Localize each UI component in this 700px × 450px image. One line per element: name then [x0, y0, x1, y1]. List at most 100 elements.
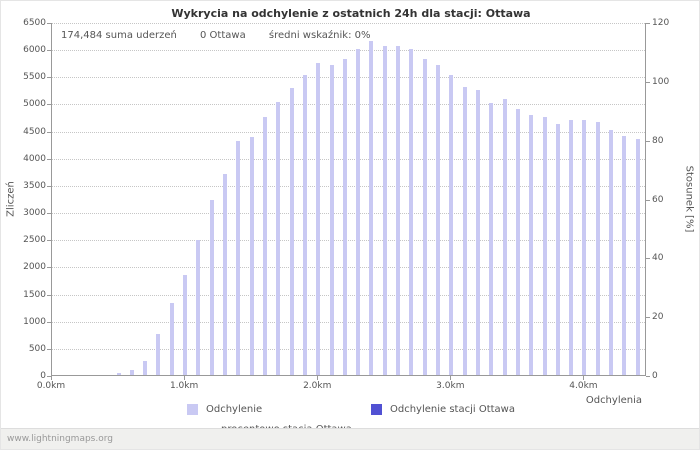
x-tick-label: 2.0km [303, 381, 332, 391]
gridline [52, 158, 645, 160]
bar [516, 109, 520, 375]
bar [130, 370, 134, 375]
y-tick-label-left: 3000 [23, 208, 46, 219]
y-tick-label-left: 5000 [23, 99, 46, 110]
y-tick-label-left: 1000 [23, 316, 46, 327]
y-tick-right [646, 81, 650, 83]
y-tick-label-right: 80 [652, 135, 664, 146]
bar [196, 240, 200, 375]
chart-title: Wykrycia na odchylenie z ostatnich 24h d… [171, 7, 531, 20]
gridline [52, 240, 645, 242]
bar [529, 115, 533, 375]
gridline [52, 23, 645, 24]
x-tick [184, 376, 186, 380]
x-tick-label: 1.0km [169, 381, 199, 391]
x-tick [583, 376, 585, 380]
y-tick-label-left: 3500 [23, 180, 46, 191]
bar [156, 334, 160, 375]
gridline [52, 185, 645, 187]
x-tick [317, 376, 319, 380]
bar [556, 124, 560, 375]
y-tick-left [47, 23, 51, 24]
bar [330, 65, 334, 375]
bar [263, 117, 267, 375]
x-axis-label: Odchylenia [585, 395, 642, 406]
y-tick-right [646, 317, 650, 319]
bar [489, 103, 493, 375]
gridline [52, 213, 645, 215]
y-tick-label-left: 500 [28, 343, 46, 354]
y-tick-label-right: 0 [652, 371, 658, 381]
bar [170, 303, 174, 375]
y-tick-label-right: 60 [652, 194, 664, 205]
x-tick-label: 4.0km [569, 381, 598, 391]
x-tick [51, 376, 52, 380]
y-tick-left [47, 240, 51, 242]
bar [236, 141, 240, 375]
y-tick-left [47, 376, 51, 377]
bar [543, 117, 547, 375]
bar [596, 122, 600, 375]
bar [143, 361, 147, 375]
y-tick-label-left: 2000 [23, 262, 46, 273]
y-tick-label-left: 6500 [23, 18, 46, 28]
y-tick-label-left: 1500 [23, 289, 46, 300]
bar [396, 46, 400, 375]
bar [210, 200, 214, 375]
y-tick-left [47, 348, 51, 350]
y-tick-label-left: 4000 [23, 153, 46, 164]
y-tick-right [646, 23, 650, 24]
y-tick-right [646, 258, 650, 260]
bar [223, 174, 227, 375]
y-tick-left [47, 131, 51, 133]
y-tick-label-right: 40 [652, 253, 664, 264]
legend-label-deviation: Odchylenie [206, 403, 263, 415]
bar [250, 137, 254, 375]
y-tick-label-left: 5500 [23, 72, 46, 83]
y-tick-label-left: 6000 [23, 45, 46, 56]
y-tick-left [47, 104, 51, 106]
gridline [52, 131, 645, 133]
gridline [52, 77, 645, 79]
bar [636, 139, 640, 375]
stat-total-strikes: 174,484 suma uderzeń [61, 30, 177, 41]
bar [569, 120, 573, 375]
legend-label-station-deviation: Odchylenie stacji Ottawa [390, 403, 515, 415]
legend-swatch-deviation [187, 403, 198, 415]
bar [356, 49, 360, 375]
y-tick-label-left: 0 [40, 371, 46, 381]
gridline [52, 267, 645, 269]
bar [582, 120, 586, 375]
bar [117, 373, 121, 375]
bar [369, 41, 373, 375]
plot-area [51, 23, 646, 376]
gridline [52, 50, 645, 52]
bar [503, 99, 507, 375]
bar [303, 75, 307, 375]
x-tick-label: 0.0km [36, 381, 66, 391]
y-tick-label-left: 4500 [23, 126, 46, 137]
bar [183, 275, 187, 375]
y-tick-left [47, 50, 51, 52]
y-tick-left [47, 77, 51, 79]
y-tick-left [47, 158, 51, 160]
legend-swatch-station-deviation [371, 403, 382, 415]
bar [316, 63, 320, 375]
bar [436, 65, 440, 375]
chart-stats: 174,484 suma uderzeń 0 Ottawa średni wsk… [61, 30, 391, 41]
legend-row-1: Odchylenie Odchylenie stacji Ottawa [187, 402, 515, 416]
gridline [52, 321, 645, 323]
bar [423, 59, 427, 375]
y-tick-right [646, 140, 650, 142]
y-tick-left [47, 213, 51, 215]
legend-item-deviation: Odchylenie [187, 403, 371, 415]
stat-mean-ratio: średni wskaźnik: 0% [268, 30, 371, 41]
y-tick-left [47, 294, 51, 296]
bar [609, 130, 613, 375]
y-tick-label-right: 120 [652, 18, 670, 28]
bar [449, 75, 453, 375]
stat-station-strikes: 0 Ottawa [200, 30, 246, 41]
watermark: www.lightningmaps.org [1, 428, 699, 449]
y-tick-right [646, 199, 650, 201]
